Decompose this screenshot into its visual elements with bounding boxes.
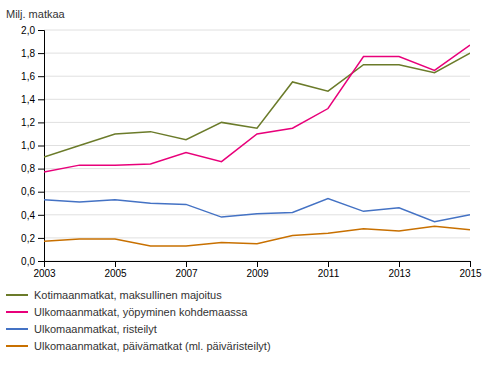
x-tick: 2003 xyxy=(33,261,56,279)
y-tick-mark xyxy=(38,76,44,77)
y-tick-mark xyxy=(38,53,44,54)
chart: 2003 2005 2007 2009 2011 2013 2015 0,0 0,2 0,4 0,6… xyxy=(0,0,490,369)
x-tick-mark xyxy=(257,261,258,267)
x-tick-mark xyxy=(115,261,116,267)
y-tick-label: 1,2 xyxy=(21,117,35,128)
x-axis-line xyxy=(45,262,471,268)
x-tick: 2009 xyxy=(246,261,269,279)
series-line xyxy=(44,45,470,172)
y-tick-label: 0,4 xyxy=(21,210,35,221)
y-tick: 0,8 xyxy=(21,163,44,174)
x-tick: 2011 xyxy=(318,261,340,279)
series-line xyxy=(44,53,470,157)
y-tick-label: 0,8 xyxy=(21,163,35,174)
grid-line xyxy=(44,122,470,123)
x-tick-mark xyxy=(399,261,400,267)
y-tick-mark xyxy=(38,215,44,216)
legend-item: Ulkomaanmatkat, risteilyt xyxy=(6,323,157,335)
y-tick-mark xyxy=(38,99,44,100)
y-tick: 0,0 xyxy=(21,256,44,267)
legend-item: Ulkomaanmatkat, yöpyminen kohdemaassa xyxy=(6,306,248,318)
series-line xyxy=(44,199,470,222)
y-tick-label: 2,0 xyxy=(21,25,35,36)
grid xyxy=(44,30,470,261)
y-axis: 0,0 0,2 0,4 0,6 0,8 1,0 1,2 1,4 1,6 1,8 2,0 xyxy=(21,25,44,267)
x-axis: 2003 2005 2007 2009 2011 2013 2015 xyxy=(33,261,482,279)
x-tick-label: 2003 xyxy=(33,268,56,279)
y-tick: 1,8 xyxy=(21,48,44,59)
y-axis-title: Milj. matkaa xyxy=(6,8,66,20)
x-tick: 2005 xyxy=(104,261,127,279)
y-tick: 2,0 xyxy=(21,25,44,36)
y-tick-label: 1,0 xyxy=(21,140,35,151)
x-tick-label: 2007 xyxy=(175,268,198,279)
legend: Kotimaanmatkat, maksullinen majoitus Ulko… xyxy=(6,289,271,352)
legend-swatch xyxy=(6,328,28,330)
plot-area: 2003 2005 2007 2009 2011 2013 2015 0,0 0,2 0,4 0,6… xyxy=(21,25,482,279)
x-tick-label: 2009 xyxy=(246,268,269,279)
y-tick-label: 0,2 xyxy=(21,233,35,244)
y-tick-mark xyxy=(38,192,44,193)
grid-line xyxy=(44,237,470,238)
grid-line xyxy=(44,168,470,169)
legend-label: Ulkomaanmatkat, yöpyminen kohdemaassa xyxy=(34,306,248,318)
legend-label: Ulkomaanmatkat, päivämatkat (ml. päiväri… xyxy=(34,340,271,352)
x-tick-label: 2013 xyxy=(388,268,411,279)
grid-line xyxy=(44,214,470,215)
x-tick-label: 2005 xyxy=(104,268,127,279)
y-tick: 1,0 xyxy=(21,140,44,151)
legend-swatch xyxy=(6,345,28,347)
y-tick-mark xyxy=(38,261,44,262)
grid-line xyxy=(44,191,470,192)
y-tick-mark xyxy=(38,122,44,123)
y-tick-mark xyxy=(38,146,44,147)
y-tick: 1,2 xyxy=(21,117,44,128)
grid-line xyxy=(44,30,470,31)
y-tick-mark xyxy=(38,169,44,170)
y-tick: 1,4 xyxy=(21,94,44,105)
legend-item: Ulkomaanmatkat, päivämatkat (ml. päiväri… xyxy=(6,340,271,352)
y-axis-line xyxy=(38,31,45,262)
lines xyxy=(44,45,470,246)
y-tick-label: 1,6 xyxy=(21,71,35,82)
legend-item: Kotimaanmatkat, maksullinen majoitus xyxy=(6,289,222,301)
legend-label: Ulkomaanmatkat, risteilyt xyxy=(34,323,157,335)
y-tick-label: 1,4 xyxy=(21,94,35,105)
y-tick-mark xyxy=(38,238,44,239)
series-line xyxy=(44,226,470,246)
legend-label: Kotimaanmatkat, maksullinen majoitus xyxy=(34,289,222,301)
y-tick-mark xyxy=(38,30,44,31)
grid-line xyxy=(44,99,470,100)
x-tick: 2013 xyxy=(388,261,411,279)
x-tick-mark xyxy=(186,261,187,267)
x-tick: 2015 xyxy=(459,261,482,279)
x-tick-mark xyxy=(470,261,471,267)
grid-line xyxy=(44,76,470,77)
x-tick-label: 2011 xyxy=(318,268,340,279)
x-tick: 2007 xyxy=(175,261,198,279)
legend-swatch xyxy=(6,311,28,313)
grid-line xyxy=(44,53,470,54)
legend-swatch xyxy=(6,294,28,296)
y-tick-label: 0,6 xyxy=(21,186,35,197)
y-tick: 0,4 xyxy=(21,210,44,221)
y-tick: 1,6 xyxy=(21,71,44,82)
y-tick: 0,2 xyxy=(21,233,44,244)
x-tick-label: 2015 xyxy=(459,268,482,279)
y-tick: 0,6 xyxy=(21,186,44,197)
y-tick-label: 0,0 xyxy=(21,256,35,267)
grid-line xyxy=(44,145,470,146)
y-tick-label: 1,8 xyxy=(21,48,35,59)
x-tick-mark xyxy=(328,261,329,267)
